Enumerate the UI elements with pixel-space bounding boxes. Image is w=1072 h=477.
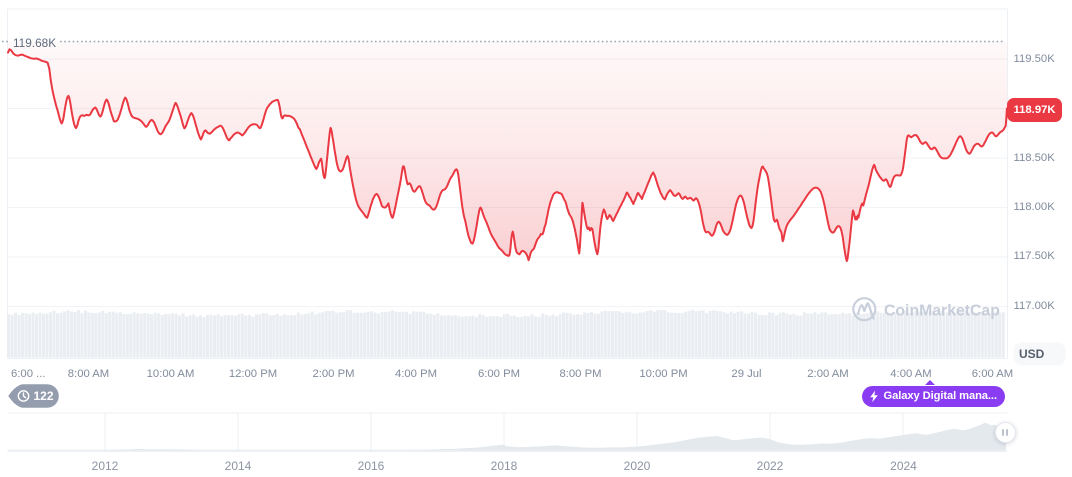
svg-text:CoinMarketCap: CoinMarketCap [884, 303, 1000, 320]
